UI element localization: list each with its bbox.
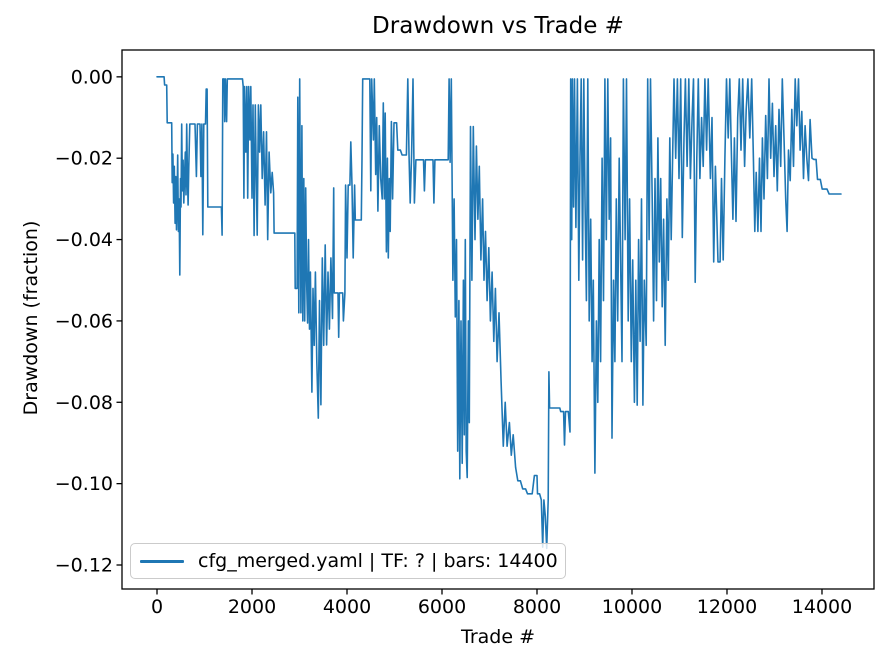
x-tick-label: 12000 xyxy=(697,596,757,618)
legend-line-sample xyxy=(140,559,184,563)
y-tick-label: −0.10 xyxy=(55,473,113,495)
y-tick-label: −0.08 xyxy=(55,392,113,414)
x-axis-label: Trade # xyxy=(461,626,535,648)
x-tick-label: 2000 xyxy=(228,596,276,618)
drawdown-series-line xyxy=(156,76,842,550)
x-tick-label: 6000 xyxy=(418,596,466,618)
plot-spines xyxy=(121,49,875,590)
x-tick-label: 4000 xyxy=(323,596,371,618)
x-tick-label: 8000 xyxy=(513,596,561,618)
legend: cfg_merged.yaml | TF: ? | bars: 14400 xyxy=(130,543,566,579)
y-axis-label: Drawdown (fraction) xyxy=(20,220,42,416)
y-tick-label: −0.02 xyxy=(55,148,113,170)
chart-title: Drawdown vs Trade # xyxy=(372,13,624,39)
legend-entry-label: cfg_merged.yaml | TF: ? | bars: 14400 xyxy=(198,550,558,572)
y-tick-label: −0.06 xyxy=(55,310,113,332)
y-tick-label: −0.12 xyxy=(55,554,113,576)
x-tick-label: 14000 xyxy=(792,596,852,618)
y-tick-label: 0.00 xyxy=(71,66,113,88)
x-tick-label: 0 xyxy=(151,596,163,618)
x-tick-label: 10000 xyxy=(602,596,662,618)
y-tick-label: −0.04 xyxy=(55,229,113,251)
